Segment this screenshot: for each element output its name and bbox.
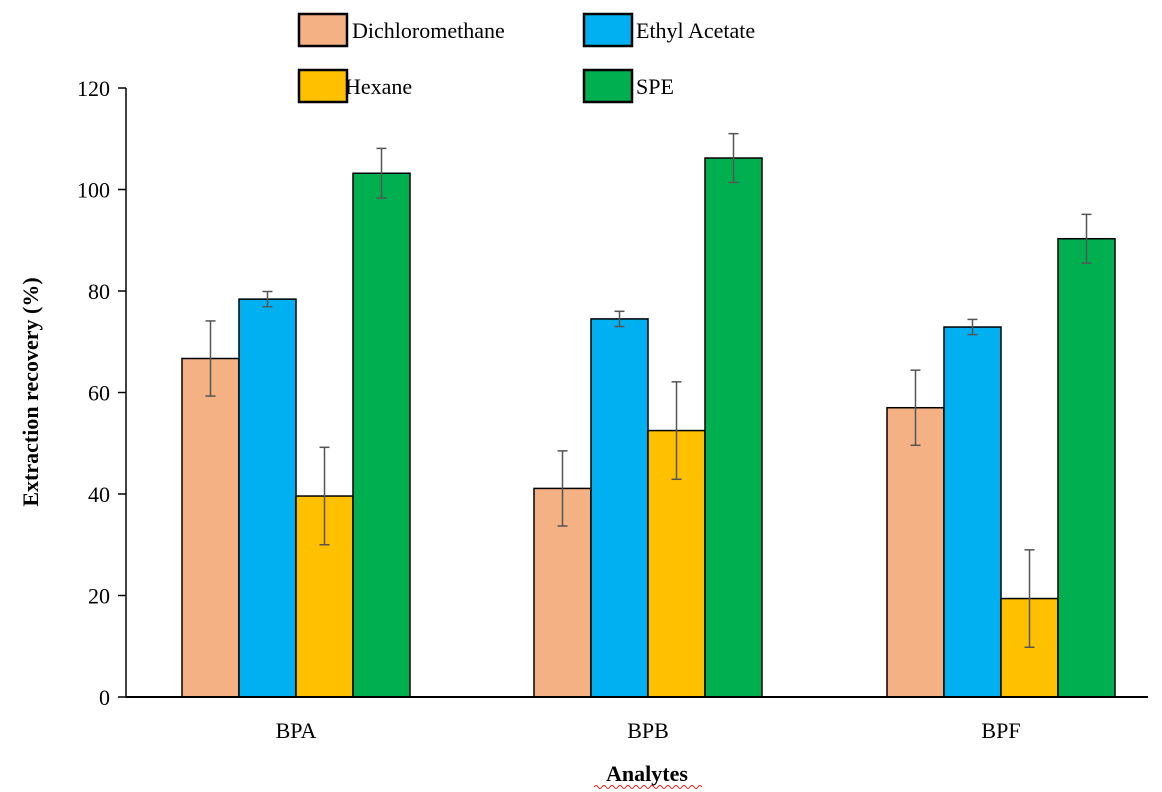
legend-item: Ethyl Acetate [582, 12, 755, 48]
error-bar [319, 446, 330, 546]
bar-bpa-spe [352, 172, 411, 698]
legend-swatch [297, 12, 349, 48]
y-tick-label: 60 [88, 381, 110, 406]
spellcheck-underline [593, 785, 703, 789]
error-bar [557, 450, 568, 527]
y-tick-label: 120 [77, 76, 110, 101]
bar-bpf-dichloromethane [886, 406, 945, 698]
error-bar [910, 369, 921, 447]
legend-label: SPE [636, 74, 674, 99]
bars [181, 132, 1116, 698]
bar-bpf-ethyl-acetate [943, 326, 1002, 698]
y-tick-label: 80 [88, 279, 110, 304]
x-tick-label: BPB [627, 718, 669, 743]
x-tick-label: BPF [981, 718, 1020, 743]
x-tick-label: BPA [276, 718, 317, 743]
legend-label: Dichloromethane [352, 18, 505, 43]
legend-label: Hexane [345, 74, 412, 99]
error-bar [376, 147, 387, 199]
y-axis-title: Extraction recovery (%) [18, 277, 43, 506]
legend-swatch [297, 68, 349, 104]
legend-label: Ethyl Acetate [636, 18, 755, 43]
legend: Dichloromethane Ethyl Acetate Hexane SPE [297, 12, 755, 104]
error-bar [1024, 549, 1035, 649]
error-bar [967, 318, 978, 336]
y-tick-label: 100 [77, 178, 110, 203]
bar-bpa-dichloromethane [181, 357, 240, 698]
y-tick-label: 20 [88, 584, 110, 609]
error-bar [614, 310, 625, 328]
bar-bpa-ethyl-acetate [238, 298, 297, 698]
legend-swatch [582, 12, 634, 48]
legend-item: Hexane [297, 68, 412, 104]
bar-bpb-ethyl-acetate [590, 318, 649, 698]
bar-bpb-spe [704, 157, 763, 698]
y-axis: 0 20 40 60 80 100 120 [77, 76, 127, 710]
x-axis: BPA BPB BPF [126, 696, 1148, 743]
legend-item: SPE [582, 68, 674, 104]
y-tick-label: 40 [88, 482, 110, 507]
legend-swatch [582, 68, 634, 104]
error-bar [1081, 213, 1092, 264]
bar-bpf-spe [1057, 237, 1116, 698]
error-bar [671, 381, 682, 481]
error-bar [728, 132, 739, 184]
error-bar [205, 320, 216, 397]
error-bar [262, 290, 273, 308]
y-tick-label: 0 [99, 685, 110, 710]
legend-item: Dichloromethane [297, 12, 505, 48]
x-axis-title: Analytes [606, 761, 688, 786]
